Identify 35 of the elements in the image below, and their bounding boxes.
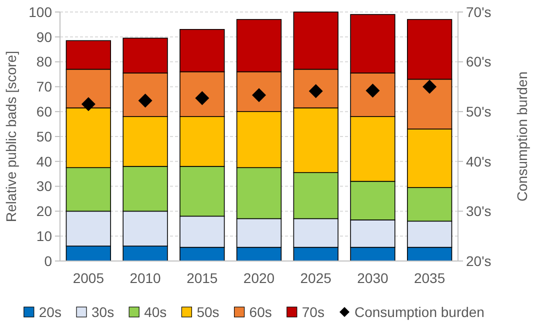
y-tick-label: 30 — [36, 178, 52, 194]
x-tick-label: 2020 — [243, 270, 275, 286]
y-tick-label: 20 — [36, 203, 52, 220]
legend-label: 20s — [38, 304, 62, 320]
y2-tick-label: 50's — [466, 104, 492, 120]
y-tick-label: 70 — [36, 78, 52, 95]
x-tick-label: 2025 — [300, 270, 332, 286]
y2-tick-label: 20's — [466, 252, 492, 269]
y-tick-label: 50 — [36, 128, 52, 144]
legend-label: Consumption burden — [354, 304, 484, 320]
y-axis-title: Relative public bads [score] — [3, 50, 19, 222]
y-tick-label: 60 — [36, 104, 52, 120]
y2-tick-label: 60's — [466, 54, 492, 70]
x-tick-label: 2015 — [186, 270, 218, 286]
y2-tick-label: 70's — [466, 4, 492, 20]
point — [422, 80, 437, 94]
legend-label: 40s — [144, 304, 167, 320]
x-tick-label: 2035 — [414, 270, 446, 286]
legend-label: 70s — [302, 304, 324, 320]
y-tick-label: 80 — [36, 54, 52, 70]
y2-tick-label: 30's — [466, 203, 492, 220]
y2-tick-label: 40's — [466, 153, 492, 170]
x-tick-label: 2010 — [130, 270, 162, 286]
y-tick-label: 100 — [28, 4, 52, 20]
y-tick-label: 0 — [44, 252, 52, 269]
legend-label: 30s — [92, 304, 114, 320]
x-tick-label: 2030 — [357, 270, 388, 286]
y2-axis-title: Consumption burden — [514, 72, 530, 202]
y-tick-label: 90 — [36, 28, 52, 45]
legend-label: 60s — [249, 304, 272, 320]
y-tick-label: 40 — [36, 153, 52, 170]
x-tick-label: 2005 — [72, 270, 104, 286]
point — [81, 97, 96, 112]
y-tick-label: 10 — [36, 228, 52, 244]
legend-label: 50s — [196, 304, 220, 320]
